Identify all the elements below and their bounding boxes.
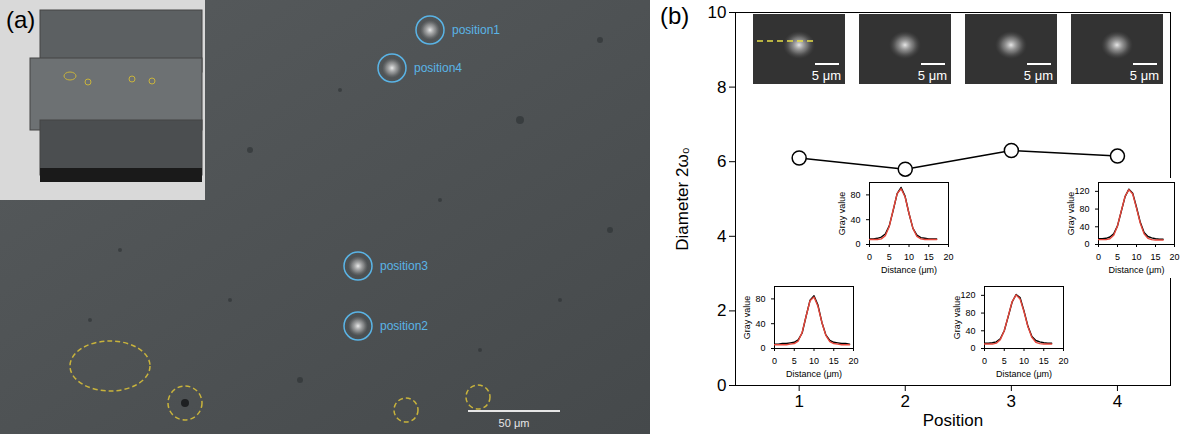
svg-text:position1: position1: [452, 23, 500, 37]
svg-text:Distance (μm): Distance (μm): [786, 369, 842, 379]
svg-text:10: 10: [904, 252, 914, 262]
svg-text:50 μm: 50 μm: [499, 417, 530, 429]
svg-text:20: 20: [1169, 252, 1179, 262]
svg-text:15: 15: [1039, 356, 1049, 366]
svg-text:15: 15: [1150, 252, 1160, 262]
svg-text:Gray value: Gray value: [742, 296, 752, 340]
svg-text:Distance (μm): Distance (μm): [881, 265, 937, 275]
svg-text:Gray value: Gray value: [1066, 192, 1076, 236]
svg-text:80: 80: [850, 190, 860, 200]
svg-text:120: 120: [960, 290, 975, 300]
svg-text:80: 80: [965, 308, 975, 318]
svg-text:10: 10: [1131, 252, 1141, 262]
svg-text:80: 80: [1079, 204, 1089, 214]
svg-text:0: 0: [772, 356, 777, 366]
svg-text:5 μm: 5 μm: [812, 68, 841, 83]
svg-text:1: 1: [794, 392, 803, 411]
svg-text:40: 40: [755, 319, 765, 329]
svg-text:10: 10: [809, 356, 819, 366]
svg-text:5 μm: 5 μm: [918, 68, 947, 83]
svg-text:2: 2: [901, 392, 910, 411]
svg-text:10: 10: [1019, 356, 1029, 366]
svg-text:Distance (μm): Distance (μm): [996, 369, 1052, 379]
html-text:(b): (b): [660, 2, 690, 29]
svg-text:20: 20: [848, 356, 858, 366]
svg-text:4: 4: [717, 227, 726, 246]
svg-text:Gray value: Gray value: [837, 192, 847, 236]
svg-text:0: 0: [1084, 239, 1089, 249]
svg-text:(a): (a): [6, 6, 35, 33]
svg-text:5 μm: 5 μm: [1130, 68, 1159, 83]
svg-text:0: 0: [760, 343, 765, 353]
svg-text:5: 5: [1002, 356, 1007, 366]
svg-text:5: 5: [1115, 252, 1120, 262]
svg-text:40: 40: [965, 326, 975, 336]
svg-text:40: 40: [850, 215, 860, 225]
svg-text:0: 0: [982, 356, 987, 366]
svg-text:15: 15: [924, 252, 934, 262]
svg-text:3: 3: [1007, 392, 1016, 411]
svg-text:Diameter 2ω₀: Diameter 2ω₀: [673, 147, 692, 250]
svg-text:0: 0: [970, 343, 975, 353]
svg-text:5: 5: [887, 252, 892, 262]
svg-text:0: 0: [855, 239, 860, 249]
svg-text:120: 120: [1074, 186, 1089, 196]
svg-text:position2: position2: [380, 319, 428, 333]
svg-text:0: 0: [867, 252, 872, 262]
svg-text:10: 10: [708, 3, 727, 22]
svg-text:4: 4: [1113, 392, 1122, 411]
svg-text:2: 2: [717, 301, 726, 320]
svg-text:6: 6: [717, 152, 726, 171]
svg-text:15: 15: [829, 356, 839, 366]
svg-text:8: 8: [717, 78, 726, 97]
svg-text:0: 0: [717, 376, 726, 395]
svg-text:Gray value: Gray value: [952, 296, 962, 340]
svg-text:position3: position3: [380, 259, 428, 273]
svg-text:0: 0: [1096, 252, 1101, 262]
svg-text:20: 20: [943, 252, 953, 262]
svg-text:80: 80: [755, 294, 765, 304]
svg-text:Distance (μm): Distance (μm): [1108, 265, 1164, 275]
svg-text:40: 40: [1079, 222, 1089, 232]
svg-text:5: 5: [792, 356, 797, 366]
svg-text:20: 20: [1058, 356, 1068, 366]
svg-text:Position: Position: [923, 411, 983, 430]
svg-text:5 μm: 5 μm: [1024, 68, 1053, 83]
svg-text:position4: position4: [414, 61, 462, 75]
